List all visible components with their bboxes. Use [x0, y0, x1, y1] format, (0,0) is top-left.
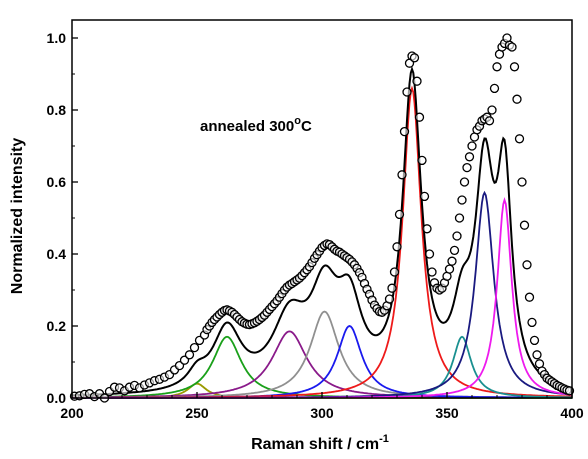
data-point — [397, 170, 407, 180]
data-point — [444, 264, 455, 274]
data-point — [527, 317, 537, 328]
data-point — [462, 162, 472, 173]
data-point — [454, 213, 465, 223]
data-point — [509, 62, 520, 72]
data-point — [402, 87, 412, 97]
data-point — [487, 105, 497, 115]
data-point — [399, 126, 410, 137]
data-point — [464, 152, 475, 162]
data-point — [449, 245, 460, 256]
data-point — [457, 195, 467, 205]
data-point — [529, 335, 540, 346]
x-tick-label: 250 — [185, 405, 209, 421]
x-axis-label-main: Raman shift / cm — [251, 436, 379, 453]
data-point — [507, 42, 517, 52]
data-point — [422, 224, 432, 234]
x-axis-ticks: 200 250 300 350 400 — [60, 392, 584, 421]
data-point — [489, 83, 500, 94]
cumulative-fit-line — [72, 65, 573, 397]
data-point — [417, 155, 427, 166]
x-tick-label: 200 — [60, 405, 84, 421]
x-tick-label: 350 — [435, 405, 459, 421]
annotation-degree: o — [294, 115, 301, 127]
data-point — [532, 350, 542, 360]
data-point — [447, 256, 457, 266]
data-point — [459, 177, 470, 187]
data-point — [419, 191, 430, 202]
data-point — [412, 76, 422, 86]
annotation-unit: C — [301, 118, 312, 135]
data-point — [427, 267, 437, 277]
data-point — [514, 134, 525, 144]
data-point — [409, 53, 420, 63]
data-point — [524, 292, 535, 302]
data-point — [424, 249, 435, 259]
y-tick-label: 0.4 — [47, 246, 67, 262]
y-axis-ticks: 0.0 0.2 0.4 0.6 0.8 1.0 — [47, 30, 78, 406]
data-point — [184, 350, 195, 360]
data-point — [519, 220, 530, 230]
x-tick-label: 300 — [310, 405, 334, 421]
data-point — [387, 283, 397, 293]
data-points-group — [69, 33, 575, 403]
data-point — [512, 94, 522, 104]
y-tick-label: 0.2 — [47, 318, 67, 334]
data-point — [394, 209, 405, 220]
y-tick-label: 0.0 — [47, 390, 67, 406]
y-tick-label: 0.8 — [47, 102, 67, 118]
x-axis-label: Raman shift / cm-1 — [251, 433, 389, 453]
data-point — [484, 116, 495, 126]
data-point — [517, 177, 527, 187]
x-axis-label-exponent: -1 — [379, 433, 389, 445]
data-point — [414, 112, 425, 122]
annealed-annotation: annealed 300oC — [200, 115, 312, 135]
data-point — [189, 342, 200, 353]
fit-curve-group — [72, 65, 573, 397]
data-point — [389, 267, 400, 277]
data-point — [384, 294, 395, 304]
data-point — [522, 260, 532, 270]
data-point — [452, 231, 462, 241]
data-point — [467, 141, 477, 151]
x-tick-label: 400 — [560, 405, 584, 421]
annotation-text: annealed 300 — [200, 118, 294, 135]
plot-frame — [71, 19, 573, 399]
y-axis-label: Normalized intensity — [9, 138, 26, 295]
data-point — [492, 62, 502, 72]
data-point — [392, 242, 402, 252]
y-tick-label: 1.0 — [47, 30, 67, 46]
component-peak-365 — [72, 190, 573, 399]
y-tick-label: 0.6 — [47, 174, 67, 190]
